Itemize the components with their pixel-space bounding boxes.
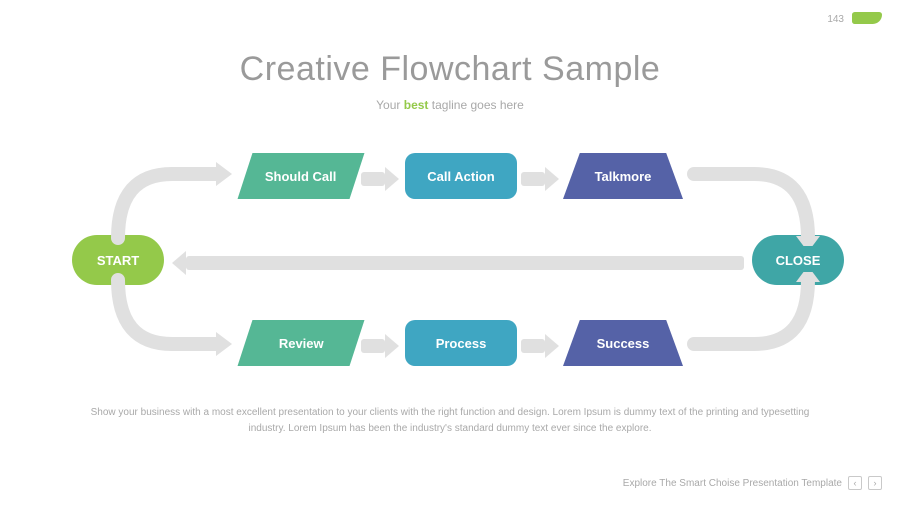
slide-subtitle: Your best tagline goes here bbox=[0, 98, 900, 112]
curve-start-to-top bbox=[106, 160, 246, 246]
curve-top-to-close bbox=[684, 160, 824, 246]
description-text: Show your business with a most excellent… bbox=[80, 405, 820, 437]
subtitle-post: tagline goes here bbox=[428, 98, 523, 112]
page-badge bbox=[852, 12, 882, 24]
arrow-top-1 bbox=[361, 167, 399, 191]
arrow-bot-1 bbox=[361, 334, 399, 358]
next-slide-button[interactable]: › bbox=[868, 476, 882, 490]
node-review: Review bbox=[238, 320, 365, 366]
page-number: 143 bbox=[827, 14, 844, 25]
curve-bottom-to-close bbox=[684, 272, 824, 358]
arrow-close-to-start bbox=[172, 251, 744, 275]
subtitle-accent: best bbox=[404, 98, 429, 112]
node-talkmore: Talkmore bbox=[563, 153, 683, 199]
footer: Explore The Smart Choise Presentation Te… bbox=[623, 476, 882, 490]
prev-slide-button[interactable]: ‹ bbox=[848, 476, 862, 490]
curve-start-to-bottom bbox=[106, 272, 246, 358]
slide-title: Creative Flowchart Sample bbox=[0, 50, 900, 89]
subtitle-pre: Your bbox=[376, 98, 404, 112]
node-process: Process bbox=[405, 320, 517, 366]
arrow-top-2 bbox=[521, 167, 559, 191]
arrow-bot-2 bbox=[521, 334, 559, 358]
node-should-call: Should Call bbox=[238, 153, 365, 199]
footer-text: Explore The Smart Choise Presentation Te… bbox=[623, 478, 842, 489]
node-call-action: Call Action bbox=[405, 153, 517, 199]
node-success: Success bbox=[563, 320, 683, 366]
